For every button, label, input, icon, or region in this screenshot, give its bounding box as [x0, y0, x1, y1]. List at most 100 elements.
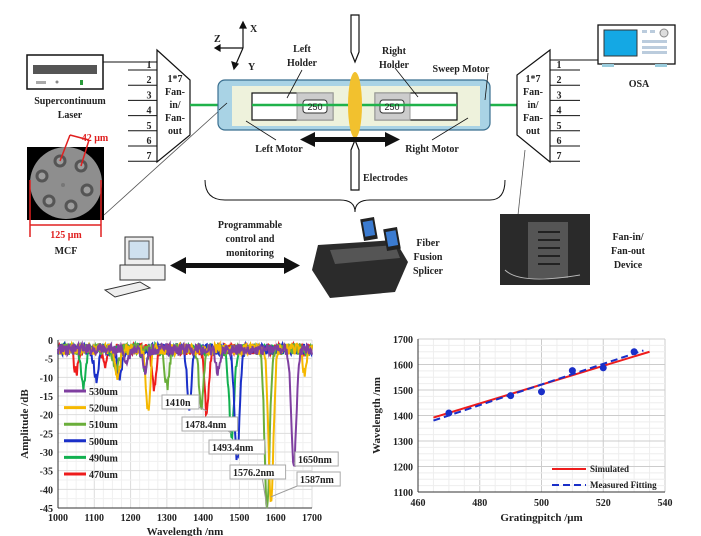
fan-port-number: 2	[147, 75, 152, 86]
fan-label: Fan-	[165, 113, 185, 124]
fan-in-fan-out-device-photo	[500, 214, 590, 285]
axis-z-label: Z	[214, 34, 221, 45]
fan-label: Fan-	[165, 87, 185, 98]
y-tick-label: 1600	[393, 361, 413, 372]
laser-label-2: Laser	[58, 110, 83, 121]
left-holder-value: 250	[307, 102, 322, 112]
fan-port-number: 4	[147, 106, 152, 117]
y-tick-label: -45	[40, 504, 53, 515]
fusion-splicer-icon	[312, 216, 408, 298]
x-axis-title: Wavelength /nm	[147, 526, 224, 536]
y-tick-label: 0	[48, 336, 53, 347]
y-tick-label: 1100	[394, 488, 413, 499]
x-tick-label: 480	[472, 498, 487, 509]
callout-label: 1650nm	[298, 455, 333, 466]
callout-label: 1493.4nm	[212, 443, 254, 454]
x-tick-label: 540	[658, 498, 673, 509]
laser-label-1: Supercontinuum	[34, 96, 106, 107]
left-holder-label-2: Holder	[287, 58, 318, 69]
fan-port-number: 5	[147, 121, 152, 132]
fan-device-label-1: Fan-in/	[612, 232, 643, 243]
fan-port-number: 7	[147, 151, 152, 162]
sweep-motor-label: Sweep Motor	[433, 64, 490, 75]
x-tick-label: 1400	[193, 513, 213, 524]
control-label-1: Programmable	[218, 220, 283, 231]
fan-label: in/	[169, 100, 180, 111]
data-point	[538, 388, 545, 396]
left-fan-in-fan-out: 1 2 3 4 5 6 7	[128, 48, 191, 164]
callout-label: 1478.4nm	[185, 420, 227, 431]
legend-label: 500um	[89, 437, 119, 448]
series-line-measured-fitting	[433, 349, 644, 422]
x-tick-label: 520	[596, 498, 611, 509]
electrode-icon	[350, 14, 360, 191]
x-tick-label: 500	[534, 498, 549, 509]
legend-label: Simulated	[590, 464, 629, 474]
fan-label: out	[526, 126, 541, 137]
legend-label: 490um	[89, 453, 119, 464]
splicer-label-1: Fiber	[416, 238, 440, 249]
callout-box	[296, 471, 341, 487]
y-tick-label: -15	[40, 392, 53, 403]
fan-label: in/	[527, 100, 538, 111]
callout-box	[161, 394, 200, 410]
spectrum-chart: 1000 1100 1200 1300 1400 1500 1600 1700 0 -5 -10 -1…	[19, 336, 341, 536]
x-axis-title: Gratingpitch /μm	[500, 512, 582, 524]
splicer-label-2: Fusion	[414, 252, 443, 263]
fan-label: out	[168, 126, 183, 137]
right-holder-label-1: Right	[382, 46, 407, 57]
mcf-label: MCF	[55, 246, 78, 257]
fan-port-number: 6	[557, 136, 562, 147]
fan-port-number: 6	[147, 136, 152, 147]
data-point	[630, 348, 638, 356]
right-holder-value: 250	[384, 102, 399, 112]
computer-icon	[103, 236, 166, 298]
osa-label: OSA	[629, 79, 650, 90]
left-holder-label-1: Left	[293, 44, 311, 55]
motor-double-arrow	[300, 132, 400, 147]
arc-discharge-icon	[348, 72, 362, 138]
control-double-arrow	[170, 257, 300, 274]
fan-port-number: 5	[557, 121, 562, 132]
data-point	[445, 409, 453, 417]
callout-box	[208, 439, 266, 455]
right-motor-label: Right Motor	[405, 144, 459, 155]
y-tick-label: 1300	[393, 437, 413, 448]
x-tick-label: 1700	[302, 513, 322, 524]
y-tick-label: 1700	[393, 335, 413, 346]
legend-label: Measured Fitting	[590, 480, 657, 490]
fan-port-number: 3	[147, 90, 152, 101]
mcf-diameter-label: 125 μm	[50, 230, 82, 241]
electrodes-label: Electrodes	[363, 173, 408, 184]
brace	[204, 179, 506, 213]
legend-label: 520um	[89, 404, 119, 415]
y-tick-label: -10	[40, 373, 53, 384]
xyz-axes-icon	[213, 20, 247, 71]
fan-port-number: 1	[147, 60, 152, 71]
x-tick-label: 1500	[229, 513, 249, 524]
y-tick-label: -35	[40, 467, 53, 478]
y-tick-label: 1500	[393, 386, 413, 397]
y-tick-label: -25	[40, 429, 53, 440]
x-tick-label: 460	[411, 498, 426, 509]
fan-label: 1*7	[526, 74, 541, 85]
right-holder-label-2: Holder	[379, 60, 410, 71]
y-axis-title: Amplitude /dB	[19, 389, 31, 459]
control-label-3: monitoring	[226, 248, 274, 259]
y-tick-label: 1200	[393, 463, 413, 474]
wavelength-vs-pitch-chart: 460 480 500 520 540 1100 1200 1300 1400 1500 1600 1…	[371, 335, 673, 524]
axis-x-label: X	[250, 24, 258, 35]
y-tick-label: -30	[40, 448, 53, 459]
pointer-lines	[218, 67, 489, 141]
mcf-cross-section-image	[27, 109, 221, 237]
fan-port-number: 7	[557, 151, 562, 162]
y-tick-label: -5	[45, 355, 53, 366]
legend-label: 510um	[89, 420, 119, 431]
x-tick-label: 1300	[157, 513, 177, 524]
legend-label: 470um	[89, 470, 119, 481]
fan-label: Fan-	[523, 87, 543, 98]
callout-label: 1587nm	[300, 475, 335, 486]
control-label-2: control and	[226, 234, 275, 245]
